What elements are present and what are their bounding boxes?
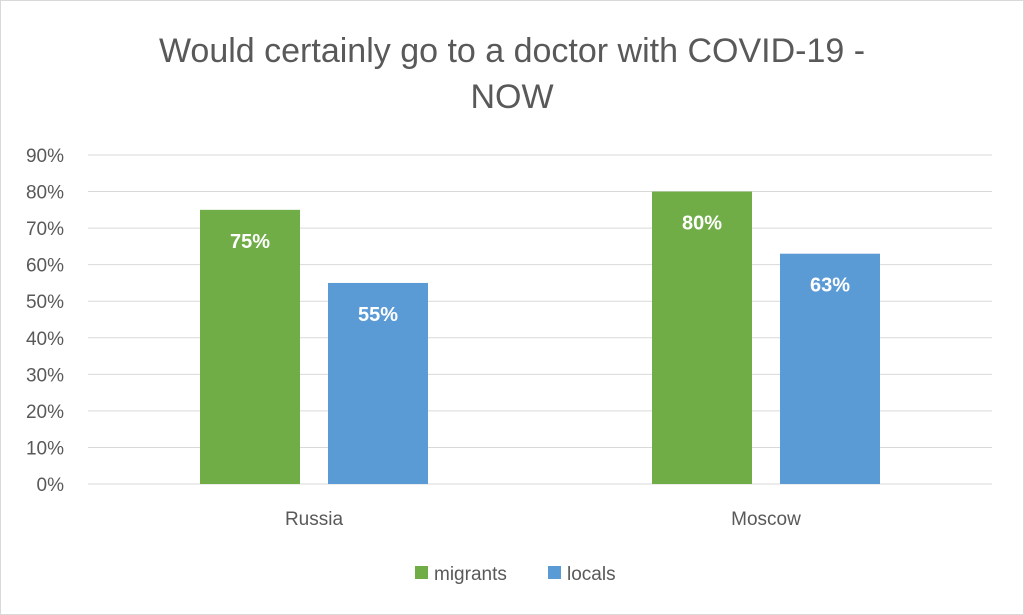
legend-label-locals: locals <box>567 564 616 585</box>
y-tick-label: 20% <box>26 402 64 423</box>
chart-title-line-1: Would certainly go to a doctor with COVI… <box>158 32 866 70</box>
data-label: 55% <box>358 304 398 326</box>
bar-migrants-russia <box>200 209 300 485</box>
bars: 75% 55% 80% 63% <box>200 191 880 485</box>
legend-label-migrants: migrants <box>434 564 507 585</box>
y-tick-label: 70% <box>26 219 64 240</box>
y-tick-label: 0% <box>37 475 65 496</box>
y-tick-label: 40% <box>26 329 64 350</box>
data-label: 63% <box>810 275 850 297</box>
bar-locals-russia <box>328 282 428 484</box>
chart-title: Would certainly go to a doctor with COVI… <box>0 28 1024 120</box>
y-tick-label: 80% <box>26 183 64 204</box>
y-tick-label: 30% <box>26 365 64 386</box>
data-label: 75% <box>230 231 270 253</box>
x-axis-categories: Russia Moscow <box>285 509 801 530</box>
y-axis-ticks: 0% 10% 20% 30% 40% 50% 60% 70% 80% 90% <box>26 146 64 496</box>
bar-locals-moscow <box>780 253 880 484</box>
bar-migrants-moscow <box>652 191 752 485</box>
chart-title-line-2: NOW <box>470 78 554 116</box>
y-tick-label: 90% <box>26 146 64 167</box>
y-tick-label: 50% <box>26 292 64 313</box>
legend: migrants locals <box>415 564 616 585</box>
y-tick-label: 10% <box>26 438 64 459</box>
legend-swatch-migrants <box>415 566 428 579</box>
x-category-label: Russia <box>285 509 344 530</box>
y-tick-label: 60% <box>26 256 64 277</box>
x-category-label: Moscow <box>731 509 801 530</box>
data-label: 80% <box>682 213 722 235</box>
legend-swatch-locals <box>548 566 561 579</box>
